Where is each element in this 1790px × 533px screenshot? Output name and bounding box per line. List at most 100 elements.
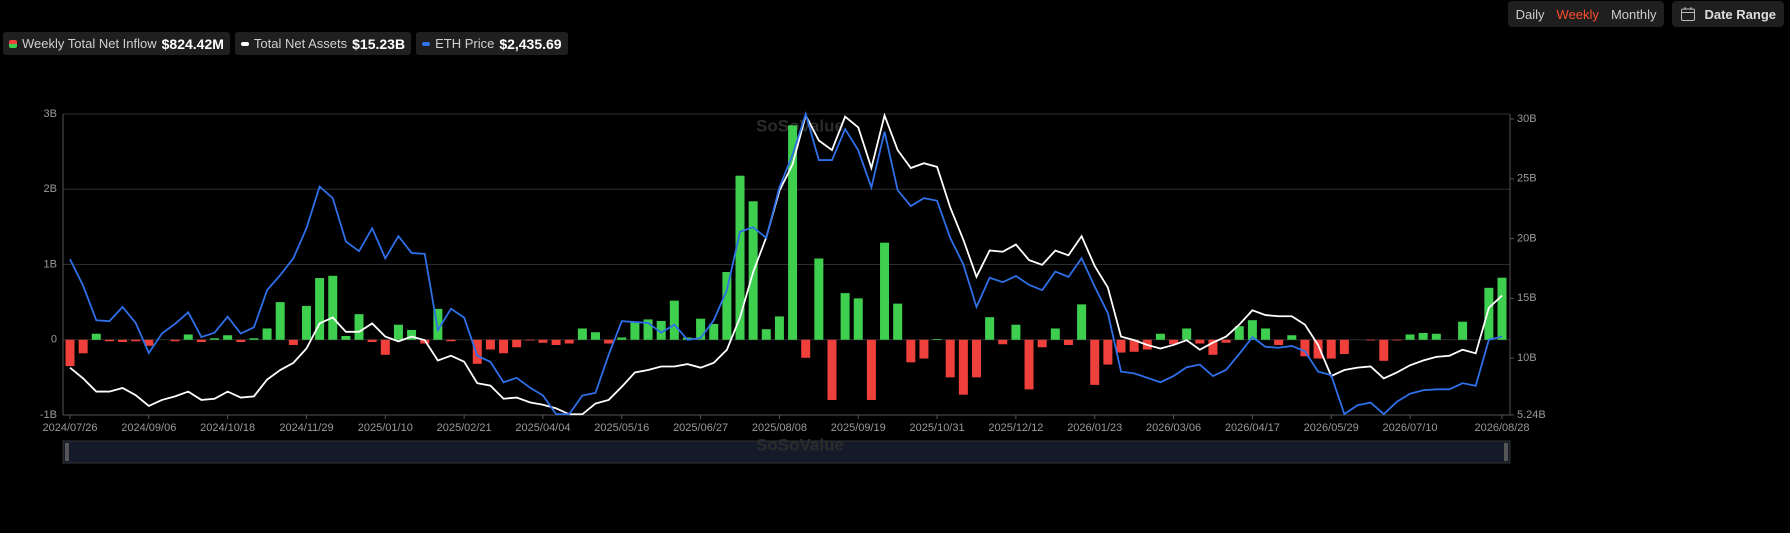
x-tick-label: 2026/04/17 bbox=[1225, 422, 1280, 434]
x-tick-label: 2025/09/19 bbox=[831, 422, 886, 434]
bar bbox=[1103, 339, 1113, 365]
y2-tick-label: 20B bbox=[1517, 232, 1537, 244]
x-tick-label: 2024/11/29 bbox=[279, 422, 333, 434]
bar bbox=[906, 339, 916, 363]
bar bbox=[840, 293, 850, 340]
bar bbox=[315, 278, 325, 340]
navigator-handle[interactable] bbox=[65, 443, 69, 461]
line-series bbox=[69, 112, 1503, 416]
bar bbox=[577, 328, 587, 340]
bar bbox=[985, 317, 995, 340]
y2-tick-label: 25B bbox=[1517, 173, 1537, 185]
bar bbox=[1234, 326, 1244, 340]
period-switch: Daily Weekly Monthly bbox=[1507, 1, 1665, 27]
bar bbox=[65, 339, 75, 367]
legend-value: $824.42M bbox=[161, 35, 224, 52]
x-tick-label: 2024/09/06 bbox=[121, 422, 176, 434]
bar bbox=[223, 335, 233, 340]
legend-item[interactable]: ETH Price $2,435.69 bbox=[416, 32, 568, 55]
x-tick-label: 2025/05/16 bbox=[594, 422, 649, 434]
watermark: SoSoValue bbox=[756, 435, 844, 454]
bar bbox=[1484, 287, 1494, 340]
navigator bbox=[62, 440, 1511, 464]
bar bbox=[393, 324, 403, 340]
bar bbox=[1116, 339, 1126, 353]
bar bbox=[131, 339, 141, 342]
legend-icon bbox=[240, 41, 249, 46]
x-tick-label: 2025/06/27 bbox=[673, 422, 728, 434]
bar bbox=[669, 300, 679, 340]
bar bbox=[1274, 339, 1284, 346]
period-button[interactable]: Weekly bbox=[1556, 6, 1599, 22]
bar bbox=[78, 339, 88, 354]
bar bbox=[1366, 339, 1376, 341]
y-tick-label: 2B bbox=[44, 183, 57, 195]
bar bbox=[433, 308, 443, 340]
bar bbox=[814, 258, 824, 340]
bar bbox=[301, 305, 311, 340]
date-range-button[interactable]: Date Range bbox=[1672, 1, 1784, 27]
bar bbox=[499, 339, 509, 354]
y-tick-label: 3B bbox=[44, 108, 57, 120]
y2-tick-label: 10B bbox=[1517, 352, 1537, 364]
bar bbox=[761, 329, 771, 340]
bar bbox=[1300, 339, 1310, 357]
bar bbox=[275, 302, 285, 340]
bar bbox=[564, 339, 574, 344]
period-button[interactable]: Monthly bbox=[1610, 6, 1657, 22]
bar bbox=[880, 242, 890, 340]
legend-item[interactable]: Total Net Assets $15.23B bbox=[234, 32, 412, 55]
bar bbox=[1077, 304, 1087, 340]
bar bbox=[1458, 321, 1468, 340]
bar bbox=[1129, 339, 1139, 352]
bar bbox=[958, 339, 968, 395]
legend-name: ETH Price bbox=[435, 36, 495, 51]
bar bbox=[971, 339, 981, 378]
bar bbox=[1208, 339, 1218, 355]
bar bbox=[262, 328, 272, 340]
x-tick-label: 2024/07/26 bbox=[42, 422, 97, 434]
bar bbox=[144, 339, 154, 346]
bar bbox=[354, 314, 364, 340]
bar bbox=[512, 339, 522, 348]
bar bbox=[1379, 339, 1389, 361]
legend-value: $2,435.69 bbox=[499, 35, 562, 52]
watermark: SoSoValue bbox=[756, 116, 844, 135]
bar bbox=[696, 318, 706, 340]
legend-name: Weekly Total Net Inflow bbox=[22, 36, 157, 51]
bar bbox=[919, 339, 929, 359]
x-tick-label: 2026/07/10 bbox=[1383, 422, 1438, 434]
bar bbox=[735, 175, 745, 340]
x-tick-label: 2025/04/04 bbox=[515, 422, 570, 434]
legend-item[interactable]: Weekly Total Net Inflow $824.42M bbox=[3, 32, 230, 55]
legend-icon bbox=[9, 39, 17, 48]
bar bbox=[643, 319, 653, 340]
x-tick-label: 2024/10/18 bbox=[200, 422, 255, 434]
bar bbox=[1195, 339, 1205, 344]
x-tick-label: 2026/03/06 bbox=[1146, 422, 1201, 434]
date-range-label: Date Range bbox=[1704, 6, 1776, 22]
bar bbox=[91, 333, 101, 340]
bar bbox=[1313, 339, 1323, 359]
calendar-icon bbox=[1681, 7, 1696, 21]
bar bbox=[604, 339, 614, 344]
x-tick-label: 2026/05/29 bbox=[1304, 422, 1359, 434]
bar bbox=[328, 275, 338, 340]
bar bbox=[1011, 324, 1021, 340]
bar bbox=[1287, 335, 1297, 340]
bar bbox=[827, 339, 837, 400]
bar bbox=[774, 316, 784, 340]
bar bbox=[722, 272, 732, 340]
bar bbox=[591, 332, 601, 340]
x-tick-label: 2026/08/28 bbox=[1474, 422, 1529, 434]
bar bbox=[1063, 339, 1073, 346]
line-series bbox=[69, 110, 1503, 416]
bar bbox=[525, 339, 535, 341]
bar bbox=[656, 320, 666, 340]
bar bbox=[998, 339, 1008, 345]
period-button[interactable]: Daily bbox=[1515, 6, 1545, 22]
navigator-handle[interactable] bbox=[1504, 443, 1508, 461]
bar bbox=[617, 337, 627, 340]
